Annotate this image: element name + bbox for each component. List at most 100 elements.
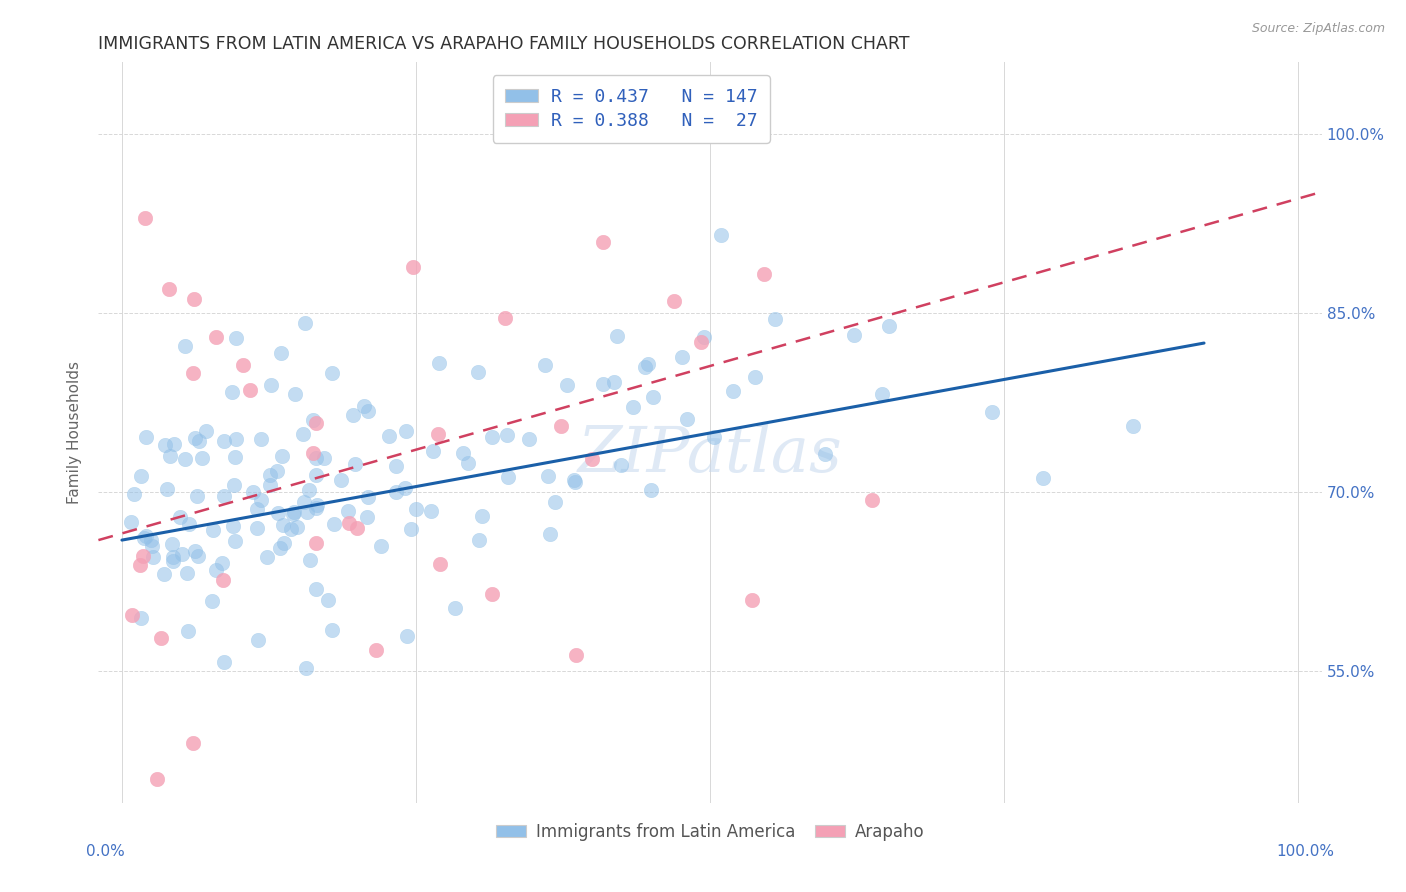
Point: [205, 563, 228, 577]
Point: [280, 867, 302, 881]
Point: [142, 550, 165, 565]
Point: [562, 473, 585, 487]
Point: [693, 330, 716, 344]
Point: [357, 490, 380, 504]
Point: [239, 383, 262, 397]
Point: [496, 428, 519, 442]
Point: [606, 328, 628, 343]
Point: [356, 510, 378, 524]
Point: [269, 541, 291, 555]
Point: [212, 489, 235, 503]
Point: [162, 554, 184, 568]
Point: [457, 456, 479, 470]
Point: [860, 492, 883, 507]
Point: [312, 451, 335, 466]
Point: [187, 434, 209, 449]
Point: [353, 399, 375, 413]
Point: [603, 375, 626, 389]
Point: [550, 418, 572, 433]
Point: [592, 376, 614, 391]
Point: [283, 506, 305, 520]
Point: [183, 293, 205, 307]
Point: [814, 447, 837, 461]
Point: [176, 566, 198, 580]
Point: [284, 387, 307, 401]
Point: [270, 450, 292, 464]
Point: [280, 522, 302, 536]
Point: [141, 539, 163, 553]
Point: [305, 450, 328, 465]
Point: [152, 567, 174, 582]
Point: [305, 468, 328, 483]
Point: [305, 500, 328, 515]
Point: [427, 356, 450, 370]
Point: [266, 506, 288, 520]
Point: [402, 260, 425, 274]
Point: [471, 508, 494, 523]
Point: [153, 437, 176, 451]
Point: [122, 487, 145, 501]
Point: [305, 416, 328, 430]
Point: [259, 378, 281, 392]
Point: [222, 519, 245, 533]
Point: [205, 330, 228, 344]
Point: [305, 582, 328, 596]
Point: [689, 334, 711, 349]
Point: [225, 433, 247, 447]
Point: [298, 553, 321, 567]
Point: [139, 533, 162, 547]
Point: [763, 312, 786, 326]
Point: [150, 631, 173, 645]
Point: [224, 478, 246, 492]
Point: [135, 430, 157, 444]
Point: [285, 519, 308, 533]
Point: [467, 533, 489, 547]
Point: [184, 543, 207, 558]
Point: [249, 493, 271, 508]
Point: [453, 446, 475, 460]
Point: [273, 536, 295, 550]
Point: [637, 357, 659, 371]
Point: [232, 358, 254, 372]
Point: [211, 574, 233, 588]
Point: [224, 450, 246, 464]
Point: [170, 547, 193, 561]
Point: [176, 624, 198, 639]
Point: [752, 268, 775, 282]
Point: [703, 430, 725, 444]
Point: [877, 319, 900, 334]
Point: [426, 426, 449, 441]
Point: [592, 235, 614, 250]
Point: [671, 350, 693, 364]
Point: [297, 506, 319, 520]
Point: [266, 464, 288, 478]
Point: [256, 549, 278, 564]
Point: [247, 632, 270, 647]
Point: [194, 424, 217, 438]
Point: [132, 549, 155, 563]
Point: [134, 529, 156, 543]
Point: [342, 408, 364, 422]
Point: [129, 469, 152, 483]
Point: [980, 404, 1002, 418]
Point: [370, 539, 392, 553]
Point: [565, 648, 588, 662]
Point: [429, 557, 451, 571]
Point: [162, 537, 184, 551]
Point: [395, 424, 418, 438]
Point: [174, 339, 197, 353]
Point: [224, 533, 246, 548]
Point: [538, 527, 561, 541]
Point: [343, 457, 366, 471]
Point: [494, 310, 516, 325]
Point: [517, 432, 540, 446]
Point: [259, 467, 281, 482]
Point: [844, 327, 866, 342]
Point: [246, 521, 269, 535]
Point: [555, 377, 578, 392]
Point: [184, 431, 207, 445]
Point: [336, 504, 359, 518]
Text: 0.0%: 0.0%: [86, 844, 125, 858]
Point: [422, 443, 444, 458]
Point: [212, 434, 235, 449]
